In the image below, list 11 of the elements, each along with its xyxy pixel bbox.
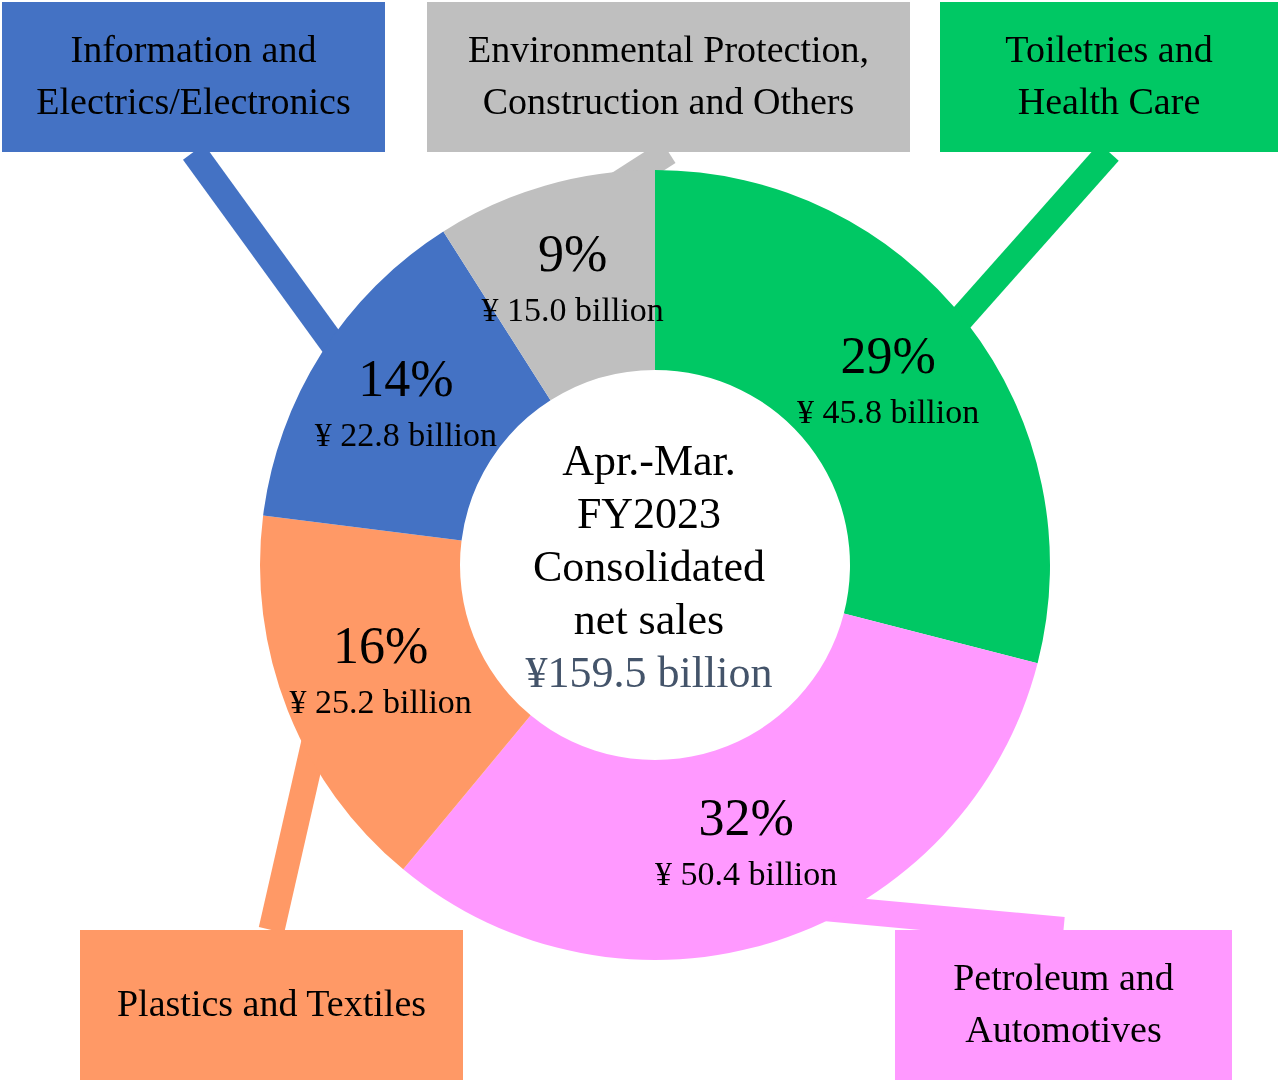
text: ¥159.5 billion <box>525 648 773 697</box>
slice-label: Petroleum and Automotives <box>953 956 1174 1050</box>
slice-label: Toiletries and Health Care <box>1005 28 1213 122</box>
data-label: 32% ¥ 50.4 billion <box>655 788 838 892</box>
data-label: 16% ¥ 25.2 billion <box>289 616 472 720</box>
data-label: 14% ¥ 22.8 billion <box>314 349 498 453</box>
slice-label: Information and Electrics/Electronics <box>36 28 351 122</box>
data-label: 29% ¥ 45.8 billion <box>796 327 980 431</box>
slice-label: Plastics and Textiles <box>116 982 427 1024</box>
slice-label: Environmental Protection, Construction and Others <box>467 28 870 122</box>
text: Apr.-Mar. FY2023 Consolidated net sales <box>532 436 766 644</box>
